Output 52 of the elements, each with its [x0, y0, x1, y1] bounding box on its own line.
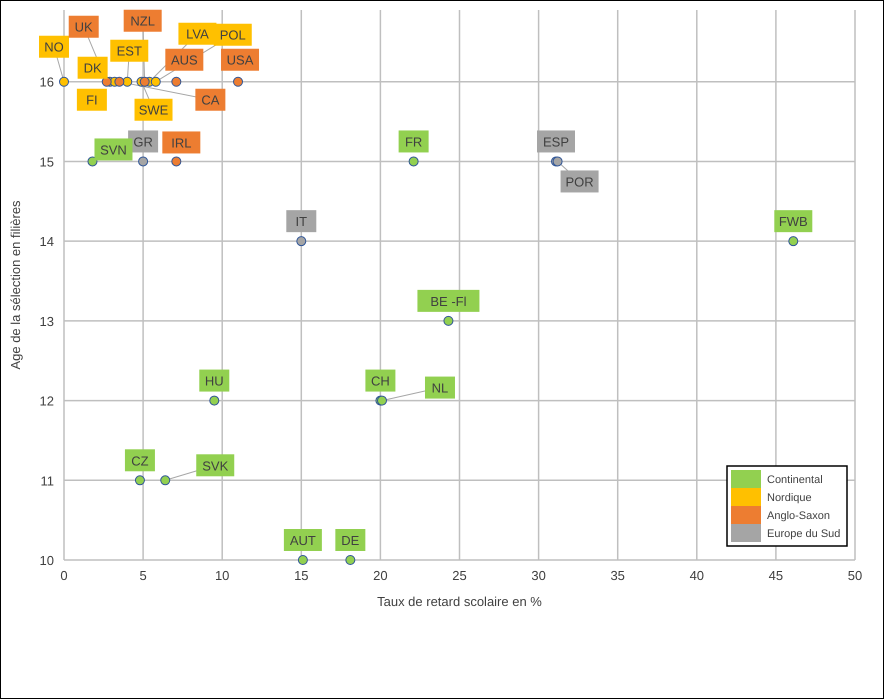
annotation: IRL	[171, 135, 192, 150]
x-tick-label: 20	[373, 568, 388, 583]
x-axis-title: Taux de retard scolaire en %	[377, 594, 542, 609]
x-tick-label: 10	[214, 568, 230, 583]
annotation: FWB	[778, 214, 808, 230]
y-tick-label: 15	[40, 154, 54, 170]
annotation: CH	[371, 374, 390, 389]
y-tick-label: 10	[40, 553, 54, 568]
y-axis-title: Age de la sélection en filières	[8, 200, 23, 370]
annotation: NO	[44, 40, 64, 55]
y-tick-label: 11	[40, 473, 54, 488]
annotation: GR	[133, 134, 153, 150]
annotation: BE -Fl	[430, 294, 467, 309]
x-tick-label: 25	[452, 568, 467, 583]
x-tick-label: 35	[610, 568, 625, 583]
y-tick-label: 14	[40, 234, 54, 250]
annotation: CZ	[131, 453, 149, 468]
annotation: SWE	[138, 102, 169, 118]
legend-label: Anglo-Saxon	[767, 510, 830, 522]
x-tick-label: 0	[60, 568, 68, 583]
annotation: FI	[86, 92, 98, 108]
y-tick-label: 16	[40, 74, 54, 90]
annotation: AUT	[290, 533, 316, 548]
x-tick-label: 5	[139, 568, 147, 583]
annotation: NL	[432, 380, 448, 396]
annotation: POR	[566, 174, 594, 190]
x-tick-label: 30	[531, 568, 546, 583]
x-tick-label: 40	[690, 568, 704, 583]
annotation: SVN	[100, 142, 127, 158]
y-tick-label: 12	[40, 394, 54, 409]
x-tick-label: 45	[768, 568, 784, 583]
legend-label: Europe du Sud	[767, 528, 840, 540]
legend-label: Nordique	[767, 492, 812, 504]
annotation: ESP	[542, 134, 570, 150]
annotation: CA	[201, 92, 220, 108]
annotation: POL	[220, 28, 246, 43]
annotation: DE	[341, 533, 360, 548]
annotation: FR	[404, 134, 422, 150]
y-tick-label: 13	[40, 314, 54, 329]
x-tick-label: 15	[294, 568, 309, 583]
annotation: UK	[74, 20, 94, 35]
annotation: HU	[204, 374, 224, 389]
annotation: SVK	[202, 458, 229, 474]
legend-label: Continental	[767, 474, 823, 486]
x-tick-label: 50	[848, 568, 862, 583]
annotation: LVA	[186, 26, 210, 42]
annotation: USA	[226, 52, 254, 68]
annotation: EST	[116, 44, 142, 59]
annotation: IT	[296, 214, 308, 230]
annotation: AUS	[170, 52, 198, 68]
annotation: NZL	[130, 14, 155, 29]
annotation: DK	[84, 60, 102, 76]
